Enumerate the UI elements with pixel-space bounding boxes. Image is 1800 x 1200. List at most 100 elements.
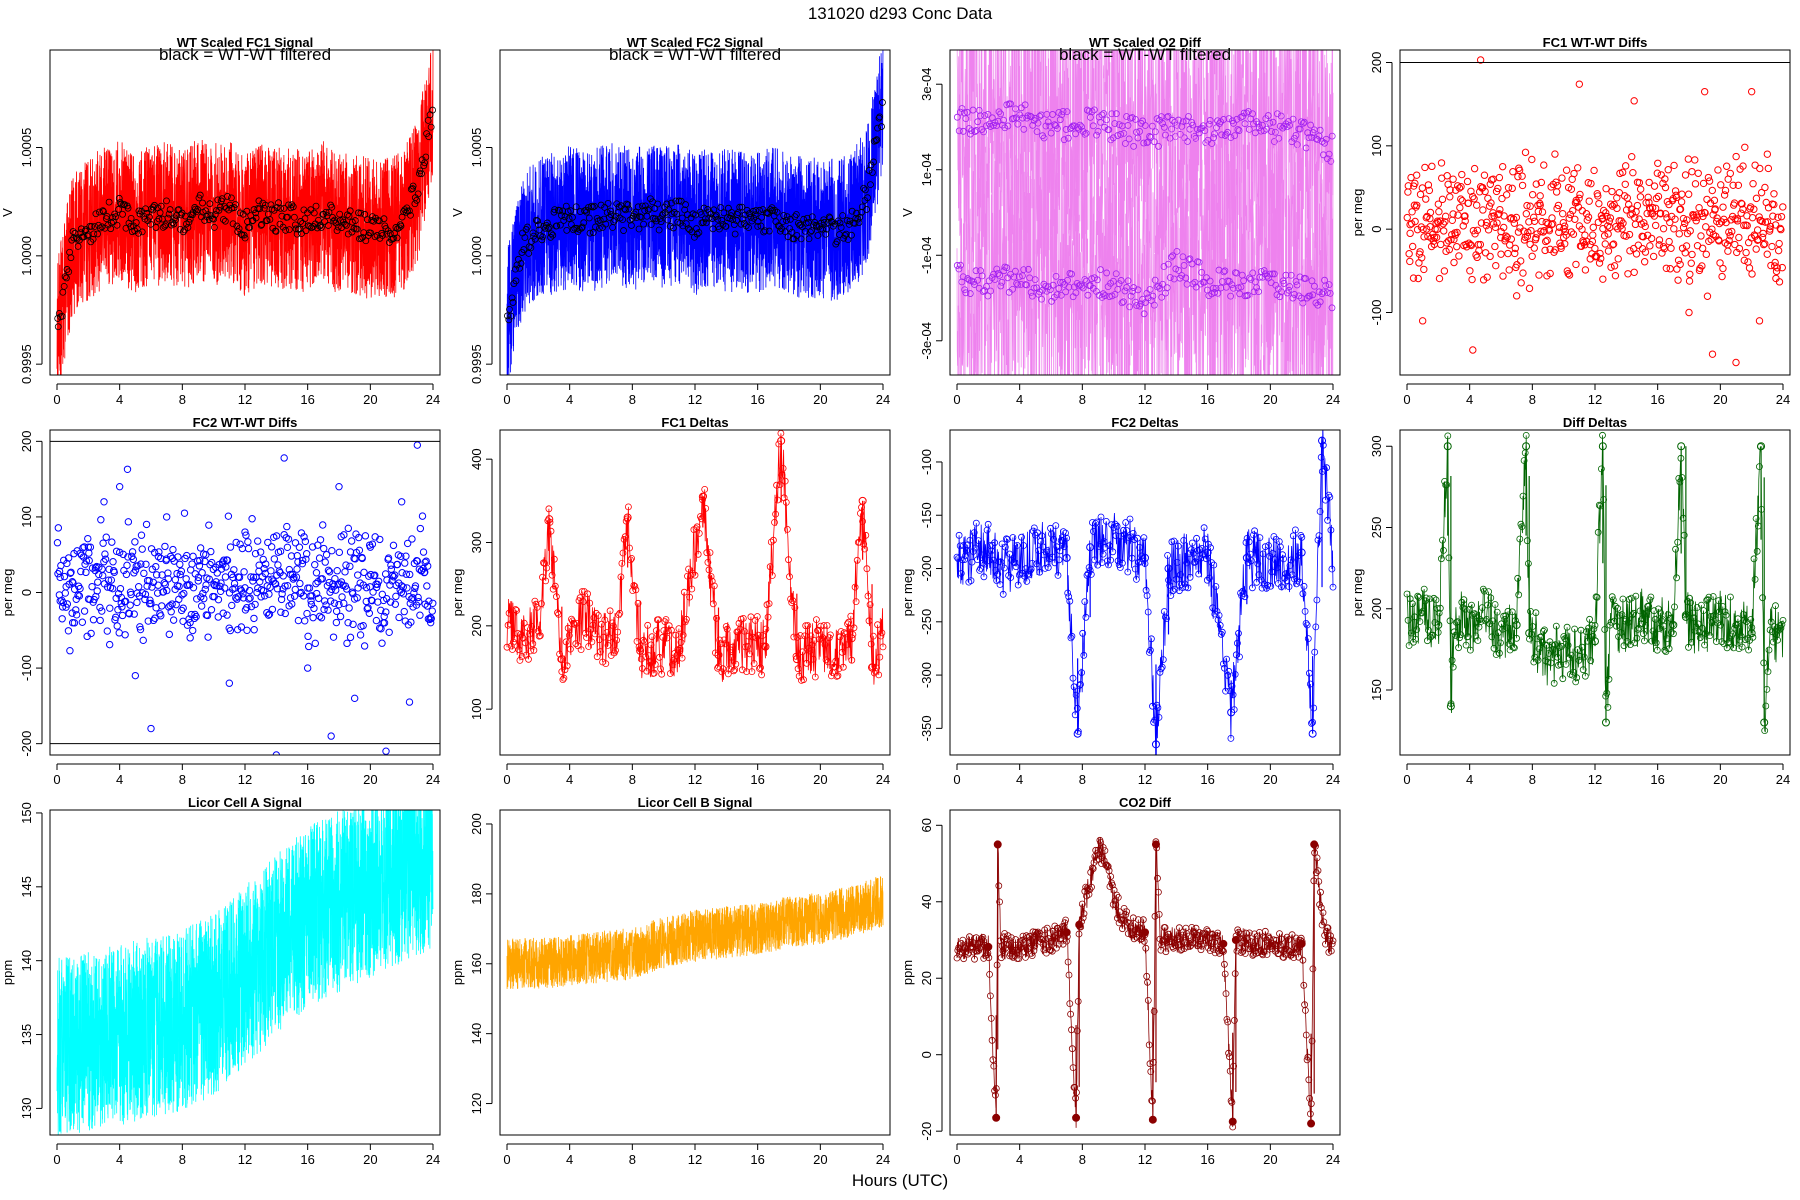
filtered-point	[1049, 281, 1057, 289]
filtered-point	[504, 312, 511, 320]
filtered-point	[422, 153, 430, 161]
data-point	[1601, 626, 1609, 633]
filtered-point	[227, 194, 235, 202]
data-point	[1489, 220, 1498, 228]
filtered-point	[855, 219, 863, 226]
data-point	[1118, 532, 1125, 540]
data-point	[1740, 616, 1748, 624]
data-point	[780, 494, 788, 502]
data-point	[1541, 237, 1550, 246]
data-point	[636, 646, 645, 655]
filtered-point	[166, 206, 174, 213]
filtered-point	[122, 224, 130, 232]
data-point	[1498, 194, 1506, 203]
data-point	[1044, 564, 1052, 571]
data-point	[72, 611, 81, 619]
data-point	[597, 648, 604, 655]
data-point	[999, 947, 1007, 955]
filtered-point	[1031, 276, 1039, 284]
filtered-point	[983, 283, 990, 290]
data-point	[1633, 634, 1641, 642]
filtered-point	[561, 213, 569, 221]
data-point	[1612, 222, 1620, 231]
data-point	[1733, 217, 1742, 225]
data-point	[1409, 274, 1418, 282]
data-point	[1607, 618, 1615, 626]
data-point	[1680, 531, 1688, 539]
data-point	[1769, 638, 1777, 646]
filtered-point	[94, 230, 101, 238]
data-point	[1014, 581, 1022, 589]
x-tick-label: 0	[953, 392, 960, 407]
x-tick-label: 16	[300, 392, 314, 407]
filtered-point	[1217, 284, 1225, 292]
data-point	[416, 611, 424, 619]
data-point	[759, 632, 767, 639]
data-point	[536, 632, 544, 640]
data-point	[1191, 559, 1198, 566]
filtered-point	[135, 207, 143, 215]
data-point	[1751, 161, 1759, 169]
filtered-point	[1020, 266, 1028, 274]
data-point	[1154, 704, 1162, 712]
data-point	[1766, 225, 1774, 233]
filtered-point	[1277, 112, 1285, 120]
filtered-point	[1146, 286, 1154, 293]
y-tick-label: 200	[469, 813, 484, 835]
data-point	[283, 581, 292, 590]
data-point	[1221, 960, 1228, 968]
data-point	[137, 531, 146, 539]
filtered-point	[607, 207, 614, 215]
filtered-point	[872, 137, 880, 144]
data-point	[262, 560, 270, 568]
data-point	[1473, 253, 1481, 262]
filtered-point	[362, 237, 370, 245]
filtered-point	[414, 190, 422, 198]
data-point	[1611, 271, 1620, 280]
data-point	[298, 556, 307, 565]
data-point	[1482, 221, 1491, 230]
filtered-point	[1185, 113, 1192, 120]
data-point	[121, 597, 130, 606]
data-point	[1030, 524, 1038, 532]
data-point	[874, 621, 881, 629]
data-point	[230, 566, 238, 574]
filtered-point	[994, 270, 1002, 277]
data-point	[670, 656, 677, 664]
data-point	[1241, 943, 1248, 951]
data-point	[990, 1062, 998, 1070]
data-point	[1591, 637, 1599, 646]
filtered-point	[172, 216, 179, 224]
data-point	[1593, 593, 1601, 601]
data-point	[1775, 278, 1784, 286]
data-point	[1128, 554, 1136, 562]
filtered-point	[420, 162, 428, 170]
filtered-point	[997, 282, 1005, 290]
filtered-point	[597, 201, 605, 209]
filtered-point	[205, 216, 213, 224]
data-point	[194, 573, 203, 582]
data-point	[1068, 1045, 1076, 1053]
data-point	[1628, 210, 1636, 218]
filtered-point	[1273, 110, 1281, 118]
data-point	[577, 646, 585, 653]
data-point	[590, 614, 598, 622]
data-point	[1112, 532, 1120, 540]
data-point	[221, 584, 229, 592]
data-point	[693, 523, 701, 531]
data-point	[1418, 184, 1427, 192]
data-point	[1159, 656, 1167, 663]
data-point	[1159, 938, 1166, 945]
filtered-point	[861, 186, 869, 194]
filtered-point	[953, 262, 961, 269]
data-point	[123, 465, 132, 474]
x-tick-label: 12	[1588, 772, 1602, 787]
data-point	[309, 613, 317, 622]
filtered-point	[958, 278, 966, 286]
data-point	[544, 517, 552, 525]
data-point	[1135, 558, 1142, 566]
data-point	[564, 624, 572, 632]
data-point	[987, 992, 994, 1000]
